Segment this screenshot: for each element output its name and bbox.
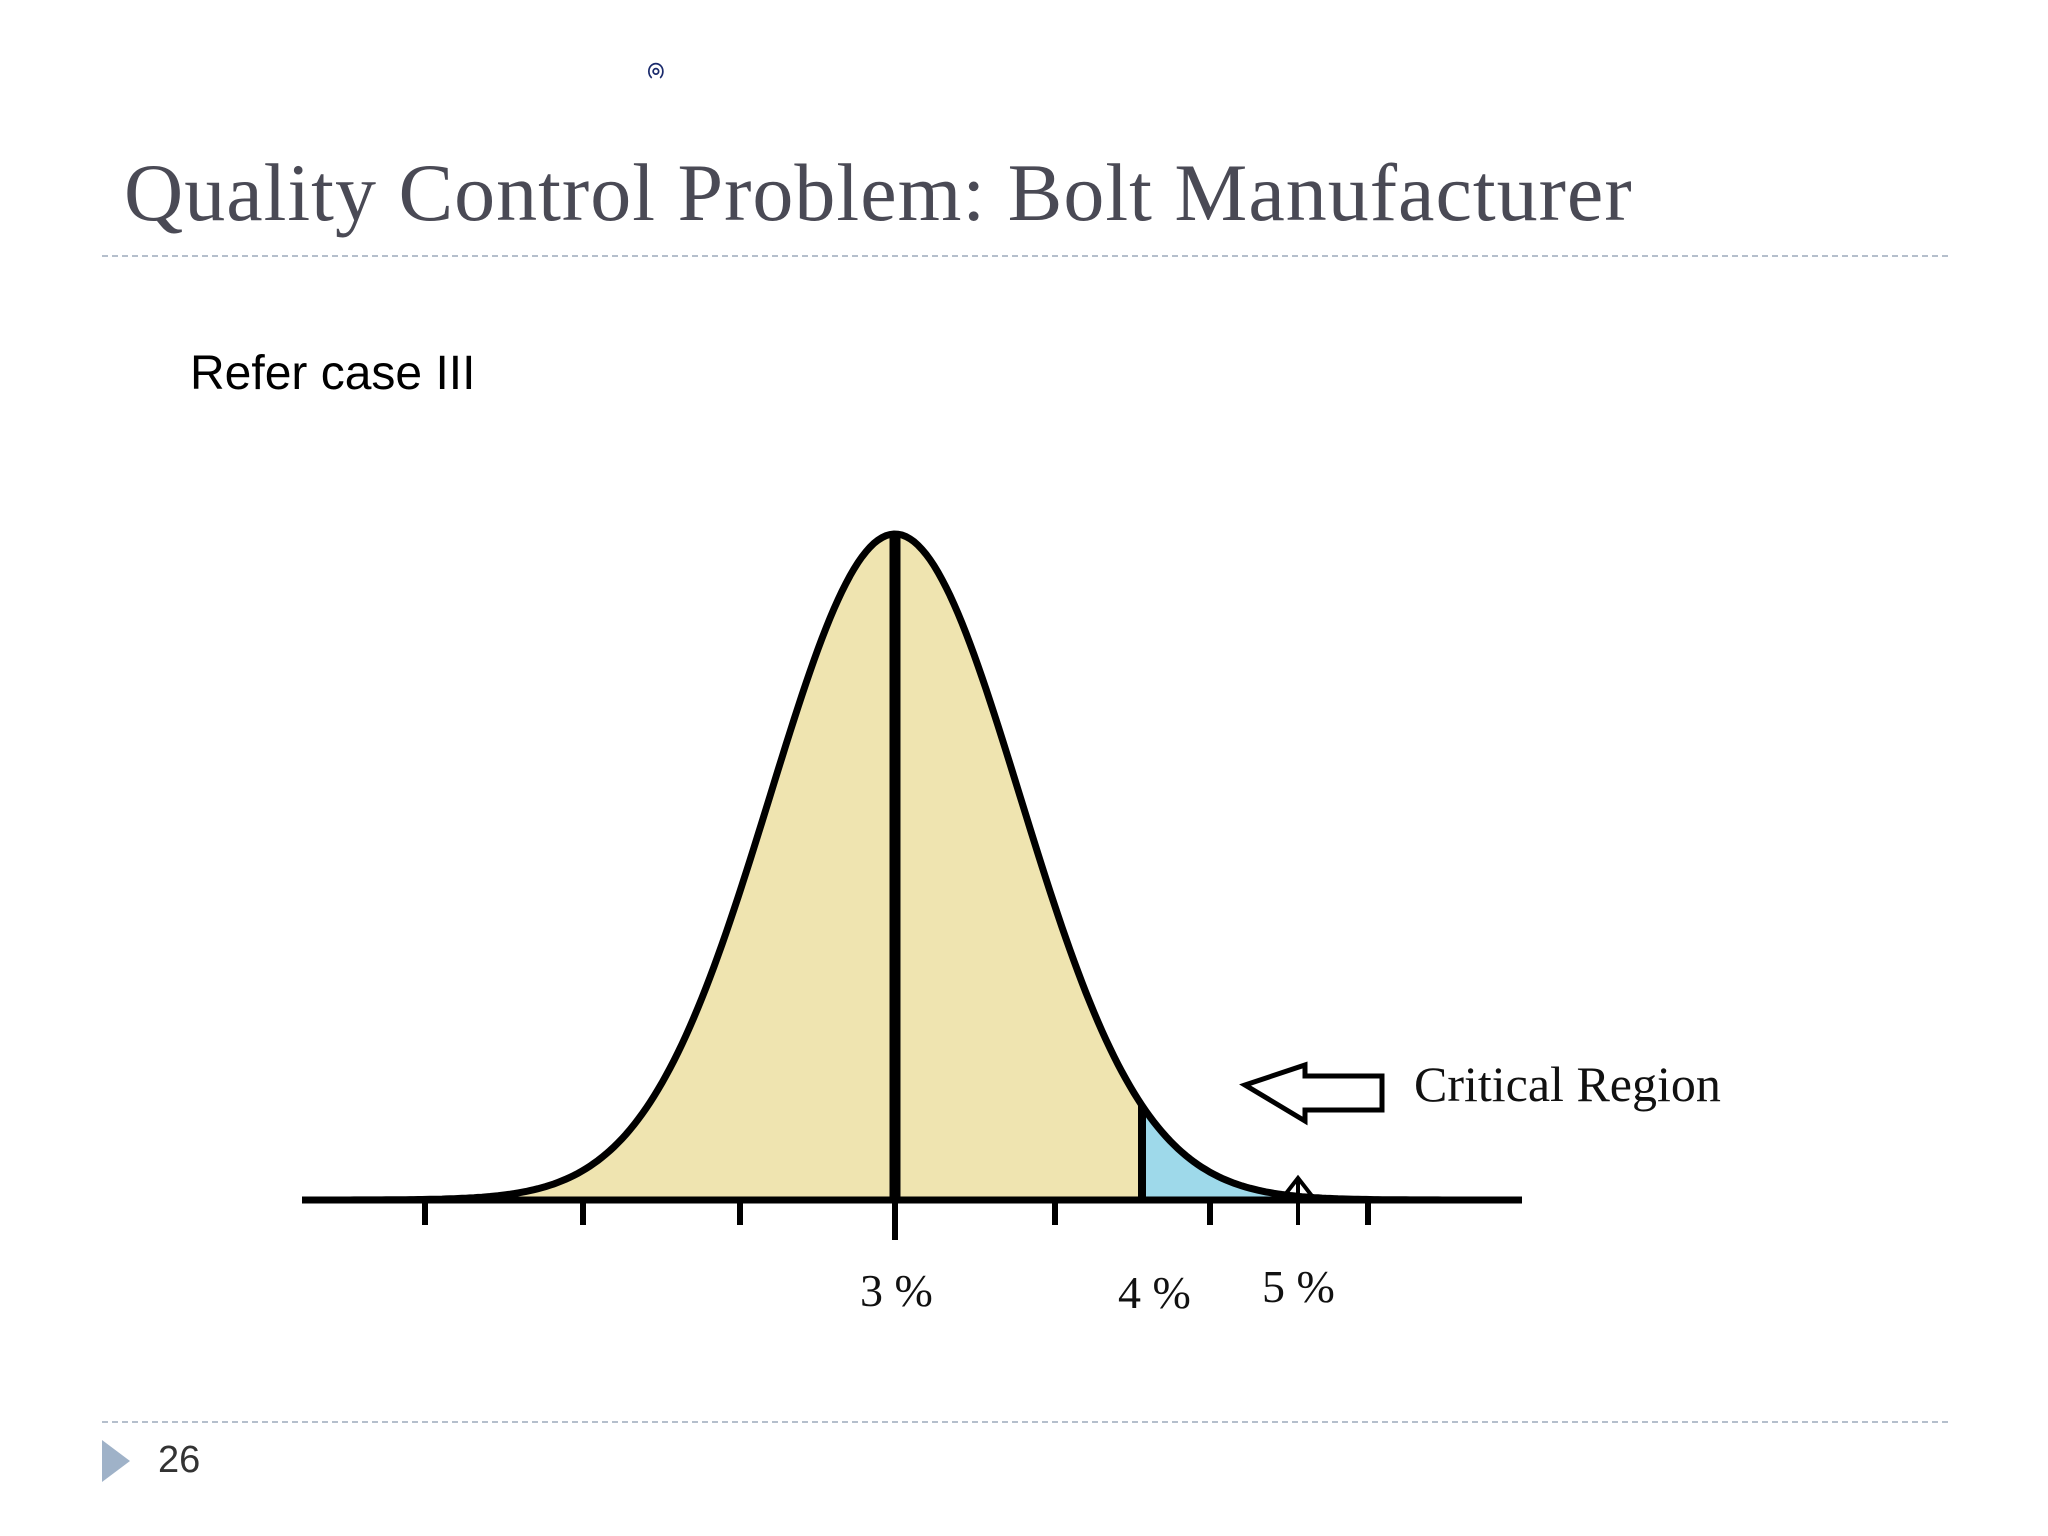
handwritten-mark: ၐ (646, 47, 666, 87)
footer-triangle-icon (102, 1440, 130, 1482)
tick-label-5-percent: 5 % (1262, 1261, 1335, 1312)
left-arrow-icon (1239, 1061, 1385, 1126)
page-number: 26 (158, 1439, 201, 1481)
normal-curve (342, 530, 1446, 1204)
critical-region-label: Critical Region (1414, 1056, 1721, 1112)
tick-label-3-percent: 3 % (860, 1265, 933, 1316)
axis-ticks (422, 1200, 1371, 1240)
title-divider (102, 255, 1948, 257)
slide-subtitle: Refer case III (190, 347, 476, 400)
critical-region-fill (1142, 1105, 1448, 1200)
footer-divider (102, 1421, 1948, 1423)
slide-title: Quality Control Problem: Bolt Manufactur… (124, 147, 1633, 238)
observed-value-arrow (1282, 1174, 1314, 1225)
tick-label-4-percent: 4 % (1118, 1267, 1191, 1318)
